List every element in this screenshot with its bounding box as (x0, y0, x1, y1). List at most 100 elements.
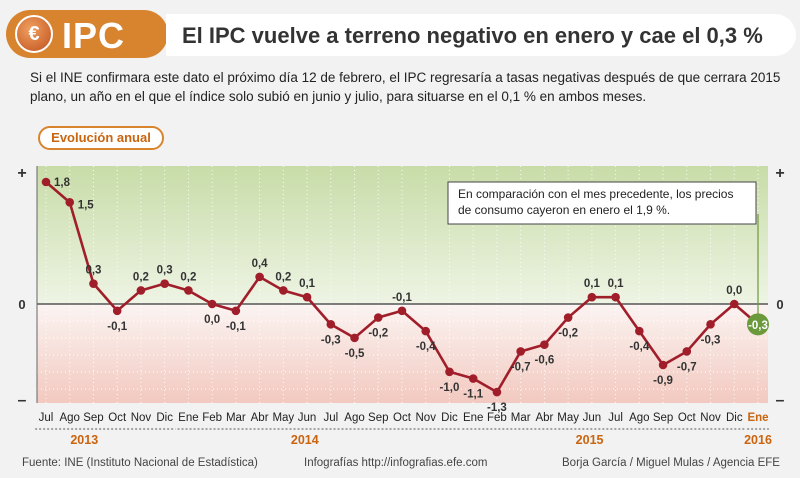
footer-credit-site: Infografías http://infografias.efe.com (304, 457, 488, 469)
x-tick-label: Oct (393, 412, 412, 424)
data-label: 0,2 (275, 271, 291, 283)
data-label: -1,1 (463, 389, 483, 401)
data-point (611, 292, 620, 302)
data-label: -0,2 (558, 328, 578, 340)
x-tick-label: Abr (251, 412, 269, 424)
data-point (421, 326, 431, 336)
x-tick-label: Mar (511, 412, 531, 424)
data-point (112, 306, 122, 316)
data-label: 0,0 (726, 285, 742, 297)
section-label: Evolución anual (38, 126, 164, 150)
data-label: -0,3 (701, 334, 721, 346)
data-point (89, 279, 98, 288)
x-tick-label: Ago (629, 412, 649, 424)
x-tick-label: Abr (535, 412, 553, 424)
data-label: -0,1 (392, 292, 412, 304)
data-label: 0,3 (85, 265, 101, 277)
year-label: 2016 (744, 433, 772, 447)
data-label: -0,4 (629, 341, 649, 353)
x-tick-label: Ago (344, 412, 364, 424)
x-tick-label: Sep (653, 412, 673, 424)
year-label: 2013 (70, 433, 98, 447)
data-point (492, 387, 502, 397)
data-label: 0,2 (133, 271, 149, 283)
data-point (302, 292, 312, 302)
ipc-badge: € IPC (6, 10, 168, 58)
data-label: -0,7 (677, 361, 697, 373)
data-point (468, 374, 478, 383)
footer-source: Fuente: INE (Instituto Nacional de Estad… (22, 457, 258, 469)
page-title: El IPC vuelve a terreno negativo en ener… (182, 23, 763, 48)
x-tick-label: Ene (747, 412, 768, 424)
data-point-highlight (747, 313, 769, 336)
data-point (540, 340, 549, 349)
data-label: -0,6 (534, 355, 554, 367)
x-tick-label: May (557, 412, 579, 424)
data-point (516, 347, 525, 356)
data-label: -0,2 (368, 328, 388, 340)
x-tick-label: Jun (583, 412, 602, 424)
ipc-badge-label: IPC (62, 15, 126, 56)
data-point (326, 320, 336, 329)
data-label: -0,5 (345, 348, 365, 360)
data-point (563, 313, 573, 322)
subtitle: Si el INE confirmara este dato el próxim… (30, 70, 781, 104)
data-label: 0,4 (252, 258, 269, 270)
x-tick-label: Ene (178, 412, 198, 424)
y-axis-zero-label: 0 (18, 297, 25, 312)
data-point (635, 326, 644, 336)
x-tick-label: Jul (323, 412, 338, 424)
annotation-content: En comparación con el mes precedente, lo… (458, 187, 734, 217)
y-axis-plus-label-right: + (775, 165, 784, 182)
x-tick-label: Nov (416, 412, 437, 424)
data-point (160, 279, 169, 288)
annotation-text: En comparación con el mes precedente, lo… (458, 187, 734, 217)
y-axis-zero-label-right: 0 (776, 297, 783, 312)
year-label: 2015 (576, 433, 604, 447)
data-label: 0,0 (204, 314, 220, 326)
y-axis-plus-label: + (17, 165, 26, 182)
title-pill: El IPC vuelve a terreno negativo en ener… (166, 14, 796, 56)
data-point (587, 292, 597, 302)
data-label: 0,3 (157, 265, 173, 277)
x-tick-label: Nov (700, 412, 721, 424)
year-label: 2014 (291, 433, 319, 447)
data-point (136, 286, 146, 295)
data-point (65, 198, 75, 207)
data-point (729, 299, 739, 309)
x-tick-label: May (272, 412, 294, 424)
y-axis-minus-label-right: – (776, 392, 785, 409)
data-label: 0,2 (180, 271, 196, 283)
data-point (445, 367, 454, 377)
x-tick-label: Jul (39, 412, 54, 424)
data-point (682, 347, 692, 356)
data-point (350, 333, 359, 343)
x-tick-label: Jun (298, 412, 317, 424)
x-tick-label: Ago (59, 412, 79, 424)
data-label: -0,3 (321, 334, 341, 346)
data-label: -0,9 (653, 375, 673, 387)
data-point (255, 272, 264, 282)
data-label: -0,4 (416, 341, 436, 353)
x-tick-label: Sep (368, 412, 388, 424)
x-tick-label: Dic (726, 412, 743, 424)
x-tick-label: Feb (202, 412, 222, 424)
data-label: -1,3 (487, 402, 507, 414)
data-label: 0,1 (299, 278, 316, 290)
data-point (397, 306, 407, 316)
data-point (184, 286, 193, 295)
euro-coin-icon: € (15, 15, 53, 53)
x-tick-label: Dic (441, 412, 458, 424)
data-label: 1,8 (54, 177, 71, 189)
data-point (279, 286, 288, 295)
annotation-box (447, 181, 757, 225)
x-tick-label: Oct (678, 412, 697, 424)
x-tick-label: Feb (487, 412, 507, 424)
y-axis-minus-label: – (18, 392, 27, 409)
data-label: -1,0 (440, 382, 460, 394)
data-label: -0,1 (107, 321, 127, 333)
data-point (41, 177, 51, 187)
data-point (373, 313, 383, 322)
data-label-highlight: -0,3 (748, 320, 768, 332)
data-label: 1,5 (78, 199, 95, 211)
